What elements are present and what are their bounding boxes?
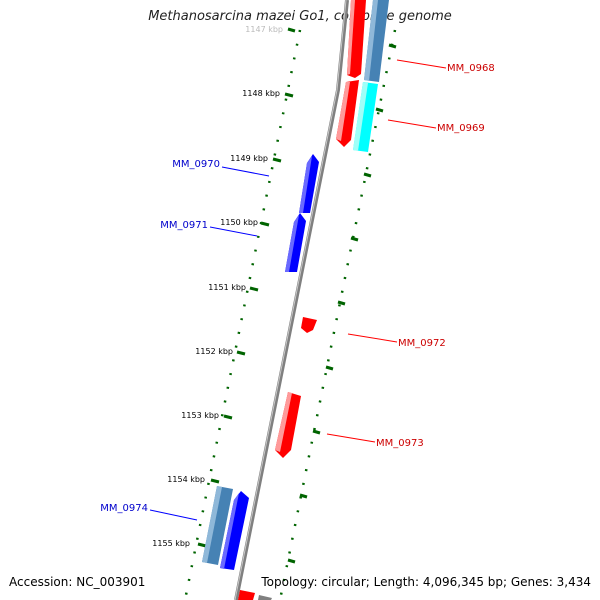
genome-backbone <box>234 0 349 600</box>
gene-label-mm0972[interactable]: MM_0972 <box>398 338 446 349</box>
tick-mark <box>223 414 233 420</box>
tick-mark <box>287 27 296 33</box>
tick-label: 1148 kbp <box>242 89 280 98</box>
tick-mark <box>375 107 384 113</box>
tick-label: 1154 kbp <box>167 475 205 484</box>
cds-bar-bottom[interactable] <box>258 595 272 600</box>
gene-arrow-mm0972[interactable] <box>301 317 317 333</box>
tick-label: 1153 kbp <box>181 411 219 420</box>
callout-line-mm0973 <box>326 433 376 443</box>
cds-highlight <box>353 82 368 151</box>
tick-mark <box>197 542 207 548</box>
tick-mark <box>350 236 359 242</box>
gene-highlight <box>275 392 292 452</box>
gene-label-mm0971[interactable]: MM_0971 <box>160 220 208 231</box>
gene-highlight <box>285 215 299 272</box>
tick-mark <box>249 286 259 292</box>
tick-mark <box>236 350 246 356</box>
tick-mark <box>284 92 294 98</box>
tick-mark <box>287 558 296 564</box>
callout-line-mm0972 <box>347 333 398 343</box>
gene-highlight <box>336 82 350 141</box>
callout-line-mm0970 <box>221 166 270 177</box>
tick-label: 1149 kbp <box>230 154 268 163</box>
callout-line-mm0971 <box>209 226 258 237</box>
cds-highlight <box>364 0 378 81</box>
tick-mark <box>312 429 321 435</box>
gene-highlight <box>299 156 312 213</box>
callout-line-mm0974 <box>149 509 198 521</box>
gene-label-mm0969[interactable]: MM_0969 <box>437 123 485 134</box>
outer-ring-ticks <box>287 43 397 564</box>
gene-label-mm0973[interactable]: MM_0973 <box>376 438 424 449</box>
tick-mark <box>388 43 397 49</box>
callout-line-mm0968 <box>396 59 447 69</box>
tick-mark <box>337 300 346 306</box>
tick-label: 1155 kbp <box>152 539 190 548</box>
tick-label: 1150 kbp <box>220 218 258 227</box>
tick-mark <box>325 365 334 371</box>
gene-highlight <box>347 0 355 75</box>
outer-dotted-ring <box>278 29 397 600</box>
tick-mark <box>272 157 282 163</box>
cds-highlight <box>202 486 222 563</box>
tick-mark <box>210 478 220 484</box>
tick-label: 1151 kbp <box>208 283 246 292</box>
genome-summary: Topology: circular; Length: 4,096,345 bp… <box>261 575 591 589</box>
tick-marks: 1147 kbp 1148 kbp 1149 kbp 1150 kbp 1151… <box>152 25 296 548</box>
tick-label: 1147 kbp <box>245 25 283 34</box>
gene-label-mm0968[interactable]: MM_0968 <box>447 63 495 74</box>
callout-line-mm0969 <box>387 119 437 129</box>
accession-label: Accession: NC_003901 <box>9 575 146 589</box>
tick-label: 1152 kbp <box>195 347 233 356</box>
tick-mark <box>260 221 270 227</box>
gene-arrow-bottom-red[interactable] <box>238 590 255 600</box>
tick-mark <box>299 493 308 499</box>
gene-highlight <box>220 493 239 569</box>
gene-label-mm0970[interactable]: MM_0970 <box>172 159 220 170</box>
gene-label-mm0974[interactable]: MM_0974 <box>100 503 148 514</box>
genome-backbone-highlight <box>234 0 347 600</box>
tick-mark <box>363 172 372 178</box>
